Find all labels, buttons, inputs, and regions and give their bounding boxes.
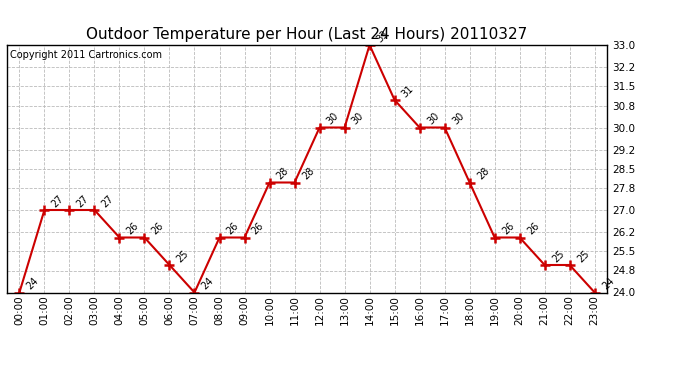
Text: 25: 25 [550, 248, 566, 264]
Text: 24: 24 [25, 276, 41, 292]
Text: 27: 27 [75, 193, 91, 209]
Text: 28: 28 [475, 166, 491, 182]
Text: 26: 26 [250, 221, 266, 237]
Text: 26: 26 [125, 221, 141, 237]
Text: 28: 28 [300, 166, 316, 182]
Text: 33: 33 [375, 28, 391, 44]
Text: 28: 28 [275, 166, 291, 182]
Text: 26: 26 [225, 221, 241, 237]
Text: 25: 25 [175, 248, 191, 264]
Text: 30: 30 [350, 111, 366, 127]
Text: 30: 30 [450, 111, 466, 127]
Text: Copyright 2011 Cartronics.com: Copyright 2011 Cartronics.com [10, 50, 162, 60]
Text: 30: 30 [325, 111, 341, 127]
Title: Outdoor Temperature per Hour (Last 24 Hours) 20110327: Outdoor Temperature per Hour (Last 24 Ho… [86, 27, 528, 42]
Text: 24: 24 [600, 276, 616, 292]
Text: 27: 27 [50, 193, 66, 209]
Text: 31: 31 [400, 84, 416, 99]
Text: 27: 27 [100, 193, 116, 209]
Text: 26: 26 [500, 221, 516, 237]
Text: 30: 30 [425, 111, 441, 127]
Text: 24: 24 [200, 276, 216, 292]
Text: 25: 25 [575, 248, 591, 264]
Text: 26: 26 [150, 221, 166, 237]
Text: 26: 26 [525, 221, 541, 237]
